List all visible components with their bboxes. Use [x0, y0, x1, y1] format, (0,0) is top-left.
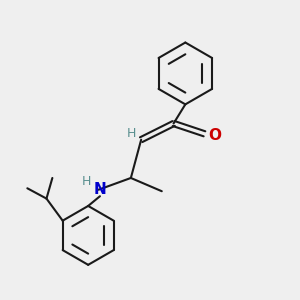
- Text: H: H: [81, 175, 91, 188]
- Text: N: N: [94, 182, 106, 197]
- Text: O: O: [208, 128, 221, 143]
- Text: H: H: [127, 127, 136, 140]
